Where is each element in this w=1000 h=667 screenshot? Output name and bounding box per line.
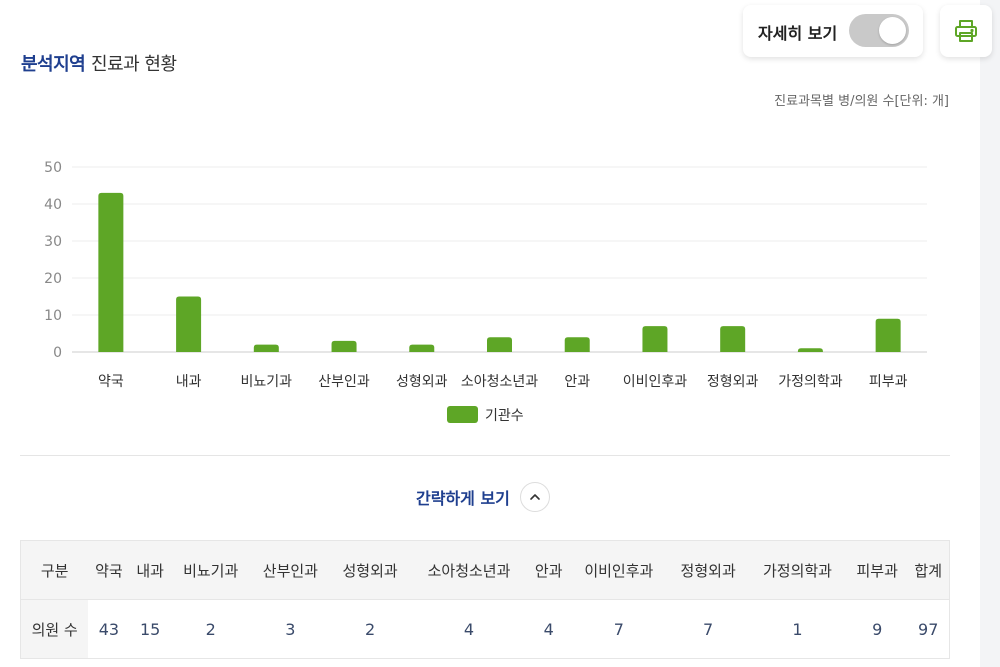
- collapse-label: 간략하게 보기: [416, 489, 510, 508]
- bar: [797, 348, 823, 352]
- bar-chart: 0 10 20 30 40 50 약국 내과 비뇨기과 산부인과 성형외과 소아청소년과 안과 이비인후과…: [44, 160, 927, 424]
- table-cell: 3: [250, 599, 331, 659]
- table-header-cell: 이비인후과: [569, 540, 669, 600]
- page-title: 분석지역 진료과 현황: [21, 50, 177, 76]
- table-header-cell: 비뇨기과: [170, 540, 251, 600]
- title-subject: 진료과 현황: [91, 54, 177, 75]
- table-header-cell: 성형외과: [330, 540, 410, 600]
- title-region: 분석지역: [21, 54, 86, 75]
- toggle-knob: [879, 17, 906, 44]
- table-header-cell: 내과: [129, 540, 171, 600]
- table-header-cell: 소아청소년과: [409, 540, 529, 600]
- table-header-row: 구분 약국 내과 비뇨기과 산부인과 성형외과 소아청소년과 안과 이비인후과 정형외과 가정의학과…: [20, 540, 950, 600]
- table-header-cell: 산부인과: [250, 540, 331, 600]
- table-header-cell: 구분: [20, 540, 89, 600]
- summary-table: 구분 약국 내과 비뇨기과 산부인과 성형외과 소아청소년과 안과 이비인후과 정형외과 가정의학과…: [20, 540, 950, 659]
- x-tick-label: 소아청소년과: [461, 374, 538, 390]
- table-cell: 2: [330, 599, 410, 659]
- x-tick-label: 약국: [98, 374, 124, 390]
- section-divider: [20, 455, 950, 456]
- detail-view-card: 자세히 보기: [743, 5, 923, 57]
- print-button[interactable]: [940, 5, 992, 57]
- table-cell: 97: [907, 599, 950, 659]
- table-cell: 4: [409, 599, 529, 659]
- bar: [176, 296, 202, 352]
- table-header-cell: 안과: [528, 540, 570, 600]
- y-tick-label: 50: [44, 160, 62, 176]
- table-header-cell: 가정의학과: [748, 540, 847, 600]
- bar: [253, 344, 279, 352]
- table-cell: 9: [846, 599, 908, 659]
- table-header-cell: 정형외과: [668, 540, 748, 600]
- x-tick-label: 성형외과: [396, 374, 448, 390]
- bar: [98, 192, 124, 352]
- bar: [642, 326, 668, 352]
- x-tick-label: 내과: [176, 374, 202, 390]
- table-cell: 43: [88, 599, 130, 659]
- table-row: 의원 수 43 15 2 3 2 4 4 7 7 1 9 97: [20, 599, 950, 659]
- detail-view-toggle[interactable]: [849, 14, 909, 47]
- x-tick-label: 산부인과: [318, 374, 370, 390]
- x-tick-label: 피부과: [869, 374, 908, 390]
- bar: [720, 326, 746, 352]
- y-tick-label: 30: [44, 234, 62, 250]
- bar: [487, 337, 512, 352]
- legend-swatch: [447, 406, 478, 423]
- bar: [409, 344, 435, 352]
- x-tick-label: 이비인후과: [623, 374, 688, 390]
- bar: [875, 318, 901, 352]
- y-tick-label: 40: [44, 197, 62, 213]
- bar: [331, 340, 357, 352]
- printer-icon: [955, 20, 977, 42]
- unit-note: 진료과목별 병/의원 수[단위: 개]: [774, 94, 949, 109]
- chevron-up-icon: [530, 494, 540, 500]
- table-cell: 7: [668, 599, 748, 659]
- x-tick-label: 안과: [564, 374, 590, 390]
- scrollbar-track[interactable]: [980, 0, 1000, 667]
- legend-label: 기관수: [485, 408, 524, 424]
- table-cell: 1: [748, 599, 847, 659]
- table-header-cell: 피부과: [846, 540, 908, 600]
- table-cell: 2: [170, 599, 251, 659]
- table-cell: 15: [129, 599, 171, 659]
- row-label-cell: 의원 수: [20, 599, 89, 659]
- table-cell: 7: [569, 599, 669, 659]
- collapse-toggle[interactable]: 간략하게 보기: [416, 482, 550, 512]
- x-tick-label: 가정의학과: [778, 374, 843, 390]
- collapse-button[interactable]: [519, 482, 550, 512]
- table-header-cell: 약국: [88, 540, 130, 600]
- y-tick-label: 20: [44, 271, 62, 287]
- table-cell: 4: [528, 599, 570, 659]
- y-tick-label: 10: [44, 308, 62, 324]
- x-tick-label: 비뇨기과: [241, 374, 293, 390]
- detail-view-label: 자세히 보기: [758, 24, 838, 43]
- table-header-cell: 합계: [907, 540, 950, 600]
- bar: [564, 337, 590, 352]
- y-tick-label: 0: [53, 345, 62, 361]
- x-tick-label: 정형외과: [707, 374, 759, 390]
